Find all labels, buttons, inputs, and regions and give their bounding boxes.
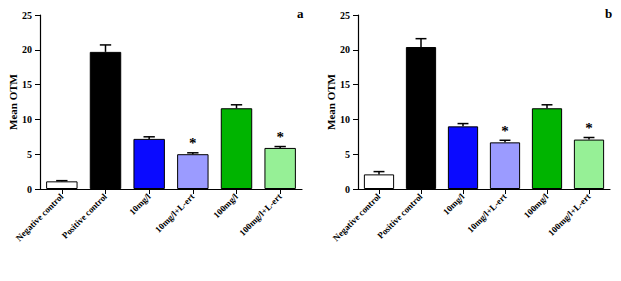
svg-text:10mg/l+L-ert: 10mg/l+L-ert bbox=[465, 191, 508, 234]
svg-text:20: 20 bbox=[22, 44, 32, 55]
svg-text:5: 5 bbox=[345, 149, 350, 160]
svg-text:10mg/l: 10mg/l bbox=[127, 191, 153, 217]
svg-text:0: 0 bbox=[345, 184, 350, 195]
svg-text:*: * bbox=[585, 120, 593, 136]
svg-text:b: b bbox=[605, 6, 612, 21]
svg-text:20: 20 bbox=[340, 44, 350, 55]
svg-text:100mg/l+L-ert: 100mg/l+L-ert bbox=[237, 191, 283, 237]
svg-text:100mg/l+L-ert: 100mg/l+L-ert bbox=[546, 191, 592, 237]
svg-text:Mean OTM: Mean OTM bbox=[7, 73, 19, 130]
svg-text:15: 15 bbox=[340, 79, 350, 90]
svg-text:10mg/l: 10mg/l bbox=[441, 191, 467, 217]
svg-text:5: 5 bbox=[27, 149, 32, 160]
svg-text:*: * bbox=[189, 135, 197, 151]
svg-text:*: * bbox=[276, 129, 284, 145]
svg-text:Negative control: Negative control bbox=[331, 191, 383, 243]
svg-text:25: 25 bbox=[340, 10, 350, 21]
svg-text:Mean OTM: Mean OTM bbox=[325, 73, 337, 130]
svg-text:100mg/l: 100mg/l bbox=[211, 191, 240, 220]
svg-text:Positive control: Positive control bbox=[60, 191, 109, 240]
svg-text:25: 25 bbox=[22, 10, 32, 21]
svg-text:15: 15 bbox=[22, 79, 32, 90]
svg-text:10mg/l+L-ert: 10mg/l+L-ert bbox=[153, 191, 196, 234]
svg-text:0: 0 bbox=[27, 184, 32, 195]
svg-text:*: * bbox=[501, 123, 509, 139]
svg-text:Positive control: Positive control bbox=[375, 191, 424, 240]
svg-text:Negative control: Negative control bbox=[14, 191, 66, 243]
svg-text:a: a bbox=[297, 6, 304, 21]
svg-text:10: 10 bbox=[340, 114, 350, 125]
svg-text:100mg/l: 100mg/l bbox=[522, 191, 551, 220]
svg-text:10: 10 bbox=[22, 114, 32, 125]
